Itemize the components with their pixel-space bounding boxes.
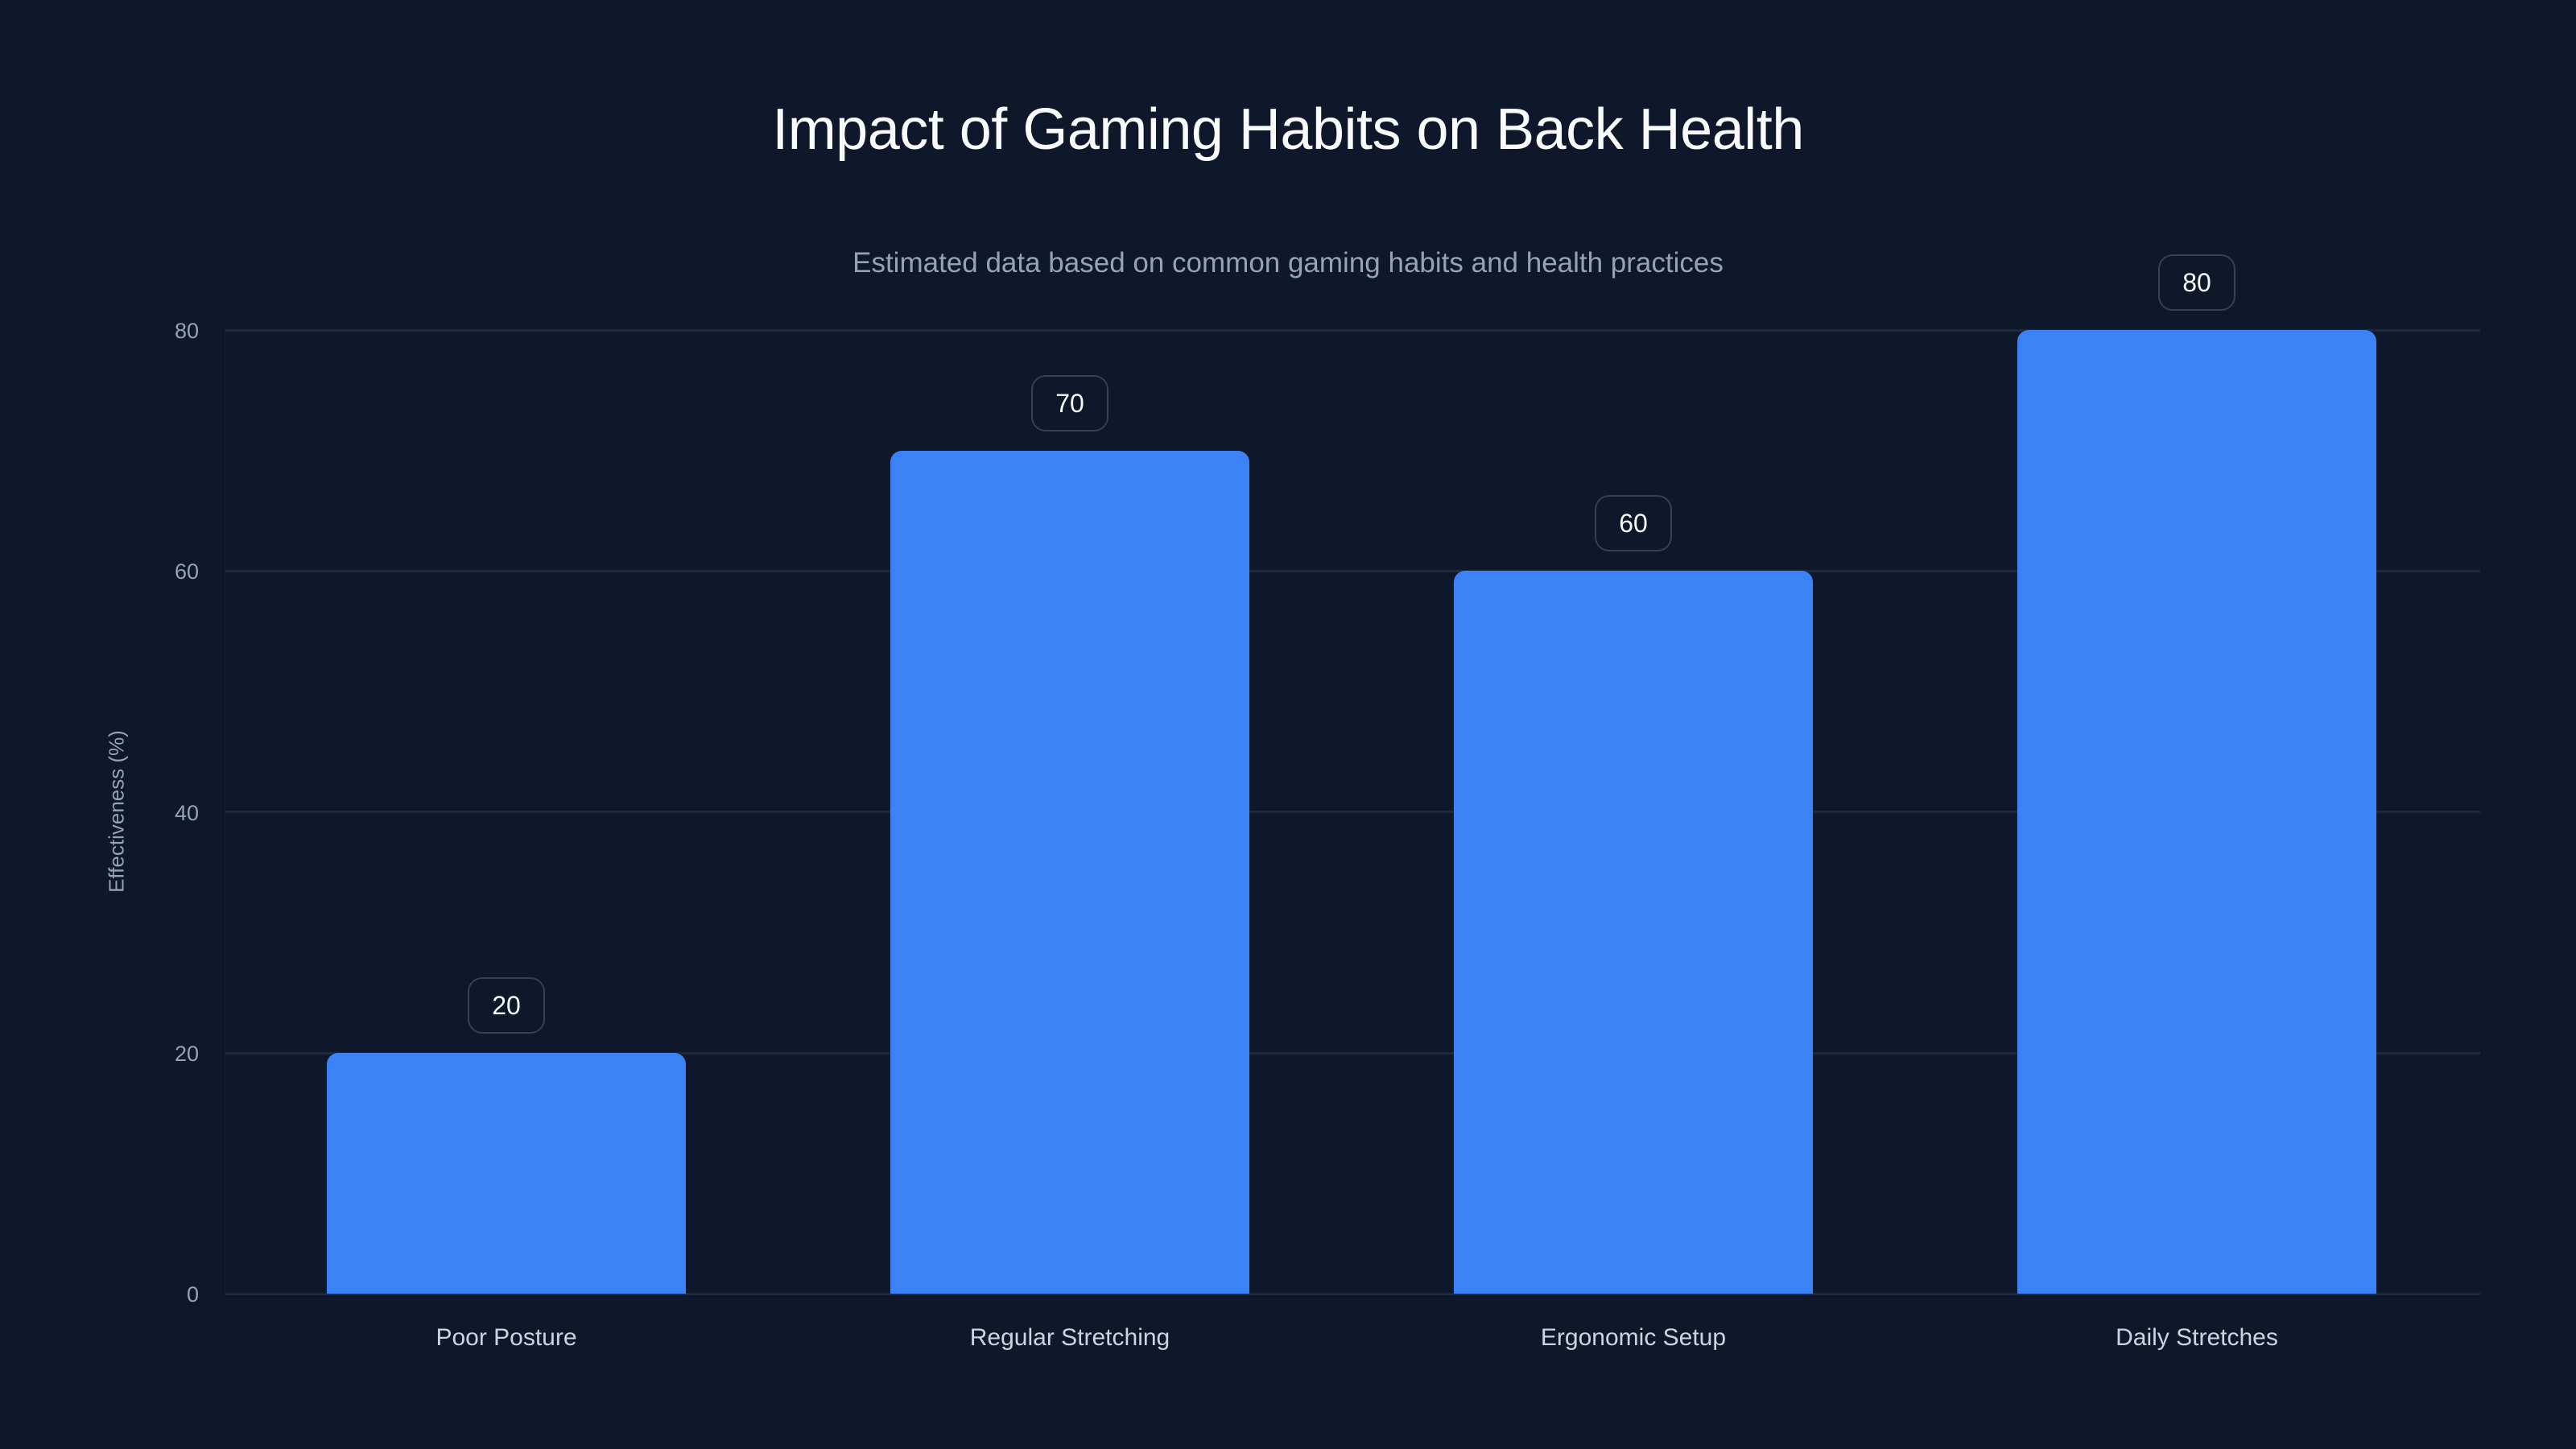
bar [1454,571,1813,1294]
y-tick-80: 80 [174,319,199,343]
y-tick-60: 60 [174,559,199,584]
gridline-80 [225,329,2480,332]
x-tick-label: Poor Posture [436,1324,577,1351]
y-tick-0: 0 [186,1282,199,1307]
y-tick-20: 20 [174,1042,199,1066]
x-tick-label: Ergonomic Setup [1540,1324,1727,1351]
bar-value-label: 60 [1595,495,1672,552]
chart-subtitle: Estimated data based on common gaming ha… [852,247,1724,279]
gridline-20 [225,1052,2480,1055]
gridline-40 [225,811,2480,813]
x-tick-label: Regular Stretching [969,1324,1170,1351]
bar [327,1052,686,1294]
bar [890,450,1249,1294]
bar-value-label: 70 [1031,374,1108,431]
y-tick-40: 40 [174,801,199,825]
bar-value-label: 20 [468,976,545,1034]
x-tick-label: Daily Stretches [2116,1324,2278,1351]
gridline-60 [225,570,2480,572]
chart-title: Impact of Gaming Habits on Back Health [772,97,1804,162]
gridline-0 [225,1293,2480,1295]
plot-area [225,329,2480,1295]
bar [2017,330,2376,1294]
bar-value-label: 80 [2158,254,2235,311]
